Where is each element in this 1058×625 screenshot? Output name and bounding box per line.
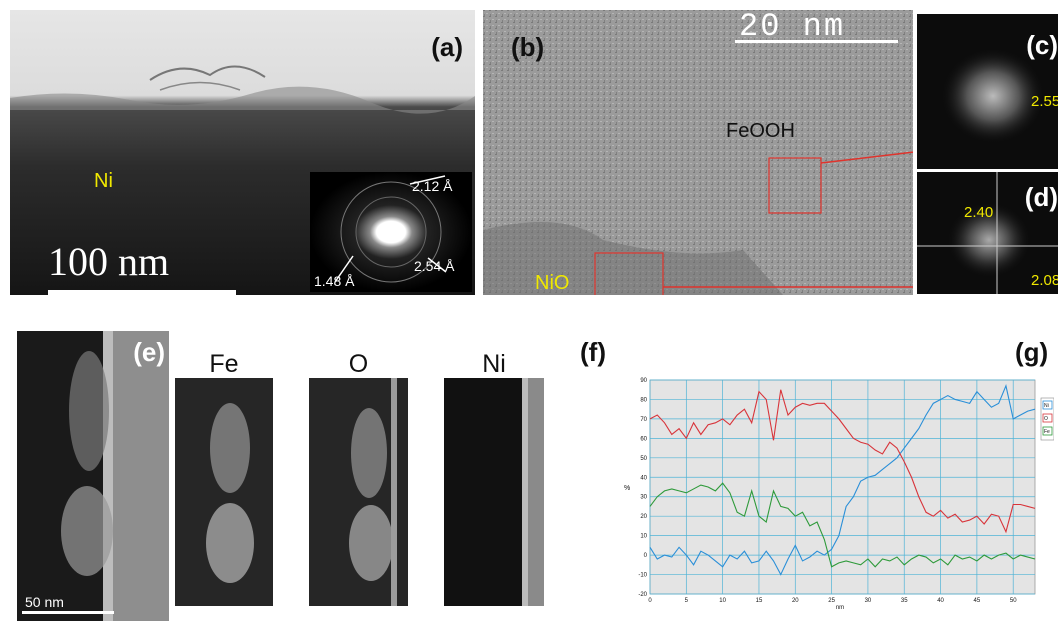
panel-e-label: (e) [133,337,165,367]
panel-a-background [10,10,475,295]
nio-region-label: NiO [535,272,570,294]
panel-e-stem-image: (e) 50 nm [17,331,169,621]
panel-a-label: (a) [431,32,463,62]
edx-map-fe [175,378,273,606]
panel-a-tem-image: (a) Ni 100 nm 2.12 Å 1.48 Å 2.54 Å [10,10,475,295]
panel-d-fft: (d) 2.40 2.08 [917,172,1058,294]
x-tick-label: 15 [756,598,763,604]
x-tick-label: 50 [1010,598,1017,604]
y-tick-label: 40 [640,475,647,481]
y-tick-label: 60 [640,436,647,442]
panel-c-fft: (c) 2.55 [917,14,1058,169]
panel-c-label: (c) [1026,30,1058,60]
legend-swatch-ni [1042,400,1053,410]
series-line-o [649,389,1036,534]
map-label-ni: Ni [482,350,506,378]
fe-map-signal [206,403,254,583]
y-tick-label: 30 [640,495,647,501]
x-axis-label: nm [836,605,844,610]
y-tick-label: 50 [640,456,647,462]
fft-spacing-d1: 2.40 [964,204,994,221]
series-line-fe [649,482,1036,568]
nio-box [594,252,664,295]
ni-map-signal [522,378,544,606]
panel-b-label: (b) [511,32,545,62]
edx-map-ni [444,378,544,606]
plot-area [649,379,1036,595]
y-tick-label: 20 [640,514,647,520]
y-tick-label: -20 [638,592,647,598]
x-tick-label: 0 [648,598,652,604]
x-tick-label: 30 [865,598,872,604]
o-map-signal [349,378,397,606]
legend-swatch-fe [1042,426,1053,436]
scale-bar [735,40,898,43]
scale-bar [22,611,114,614]
edx-map-o [309,378,408,606]
saed-inset [310,172,472,292]
panel-g-label: (g) [1015,337,1049,367]
legend-label-fe: Fe [1044,429,1050,435]
panel-b-hrtem-image: (b) 20 nm FeOOH NiO [483,10,913,295]
y-tick-label: 10 [640,534,647,540]
scale-bar-label: 50 nm [25,594,64,610]
y-tick-label: 80 [640,397,647,403]
x-tick-label: 35 [901,598,908,604]
panel-e-background [22,331,169,621]
fft-spacing-c: 2.55 [1031,93,1058,110]
x-tick-label: 40 [937,598,944,604]
fft-pattern [941,48,1045,144]
y-tick-label: 90 [640,378,647,384]
saed-d-spacing-3: 2.54 Å [414,258,455,274]
fft-pattern [917,172,1058,294]
y-axis-label: % [624,485,630,492]
y-tick-label: 70 [640,417,647,423]
scale-bar-label: 100 nm [48,239,170,284]
feooh-region-label: FeOOH [726,120,795,142]
panel-b-background [483,10,913,295]
edx-line-profile-chart: 0 5 10 15 20 25 30 35 40 45 50 -20 -10 0 10 20 30 40 50 60 7… [624,378,1054,610]
x-tick-label: 25 [828,598,835,604]
legend-swatch-o [1042,413,1053,423]
series-line-ni [649,384,1036,576]
ni-region-label: Ni [94,170,113,192]
panel-d-label: (d) [1024,182,1058,212]
y-tick-label: -10 [638,573,647,579]
saed-d-spacing-1: 2.12 Å [412,178,453,194]
saed-d-spacing-2: 1.48 Å [314,273,355,289]
scale-bar [48,290,236,295]
panel-f-label: (f) [580,337,606,367]
x-tick-label: 5 [685,598,689,604]
map-label-o: O [348,350,369,378]
scale-bar-label: 20 nm [739,10,846,45]
legend-label-o: O [1044,416,1048,422]
x-tick-label: 45 [974,598,981,604]
fft-spacing-d2: 2.08 [1031,272,1058,289]
x-tick-label: 20 [792,598,799,604]
fooh-box [768,157,822,214]
map-label-fe: Fe [209,350,239,378]
legend-label-ni: Ni [1044,403,1049,409]
y-tick-label: 0 [644,553,648,559]
x-tick-label: 10 [719,598,726,604]
